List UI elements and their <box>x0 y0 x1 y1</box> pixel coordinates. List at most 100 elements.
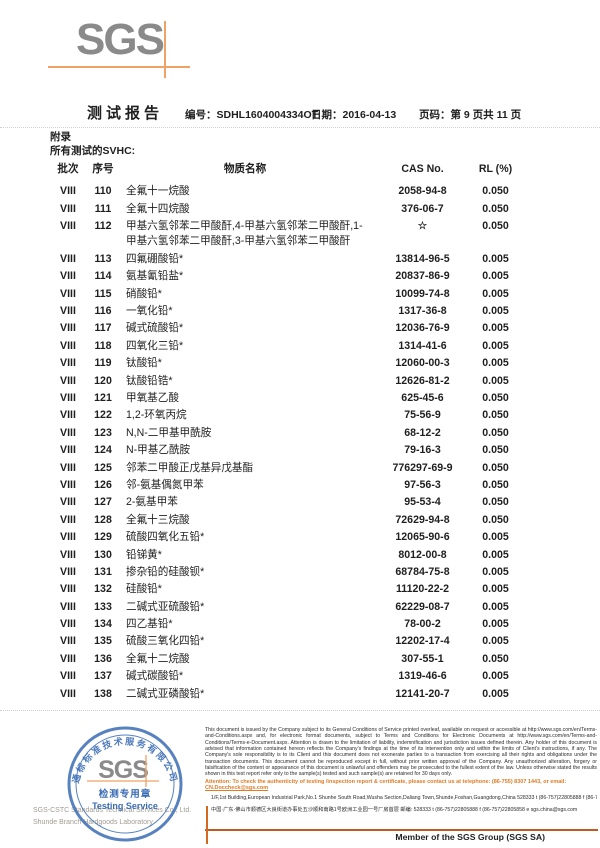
substance-name-cell: 全氟十三烷酸 <box>126 513 190 526</box>
serial-cell: 131 <box>94 565 112 578</box>
substance-name-cell: 全氟十四烷酸 <box>126 202 190 215</box>
table-row: VIII 117 碱式硫酸铅* 12036-76-9 0.005 <box>50 320 532 337</box>
substance-name-cell: 全氟十一烷酸 <box>126 185 190 198</box>
substance-name-cell: 全氟十二烷酸 <box>126 652 190 665</box>
table-row: VIII 133 二碱式亚硫酸铅* 62229-08-7 0.005 <box>50 599 532 616</box>
batch-cell: VIII <box>60 322 76 335</box>
cas-number-cell: 95-53-4 <box>404 496 441 509</box>
serial-cell: 125 <box>94 461 112 474</box>
batch-cell: VIII <box>60 670 76 683</box>
serial-cell: 117 <box>94 322 112 335</box>
substance-name-cell: 甲基六氢邻苯二甲酸酐,4-甲基六氢邻苯二甲酸酐,1-甲基六氢邻苯二甲酸酐,3-甲… <box>126 220 363 248</box>
serial-cell: 121 <box>94 391 112 404</box>
stamp-seal-text: 检测专用章 <box>99 788 152 800</box>
rl-value-cell: 0.050 <box>482 513 509 526</box>
substance-name-cell: N-甲基乙酰胺 <box>126 444 191 457</box>
col-header-substance: 物质名称 <box>223 163 267 176</box>
cas-number-cell: 376-06-7 <box>401 202 444 215</box>
serial-cell: 113 <box>94 252 112 265</box>
table-row: VIII 114 氨基氰铅盐* 20837-86-9 0.005 <box>50 268 532 285</box>
batch-cell: VIII <box>60 374 76 387</box>
serial-cell: 133 <box>94 600 112 613</box>
substance-name-cell: 邻-氨基偶氮甲苯 <box>126 478 204 491</box>
rl-value-cell: 0.050 <box>482 444 509 457</box>
serial-cell: 128 <box>94 513 112 526</box>
serial-cell: 136 <box>94 652 112 665</box>
serial-cell: 137 <box>94 670 112 683</box>
svhc-table: 批次 序号 物质名称 CAS No. RL (%) VIII 110 全氟十一烷… <box>50 161 532 703</box>
attention-text: Attention: To check the authenticity of … <box>205 778 567 785</box>
batch-cell: VIII <box>60 270 76 283</box>
footer-legal-block: This document is issued by the Company s… <box>205 727 597 815</box>
cas-number-cell: 20837-86-9 <box>395 270 450 283</box>
table-row: VIII 124 N-甲基乙酰胺 79-16-3 0.050 <box>50 442 532 459</box>
col-header-rl: RL (%) <box>478 163 513 176</box>
table-row: VIII 111 全氟十四烷酸 376-06-7 0.050 <box>50 201 532 218</box>
table-row: VIII 126 邻-氨基偶氮甲苯 97-56-3 0.050 <box>50 477 532 494</box>
cas-number-cell: 625-45-6 <box>401 391 444 404</box>
cas-number-cell: 12060-00-3 <box>395 357 450 370</box>
rl-value-cell: 0.005 <box>482 565 509 578</box>
report-date: 日期：2016-04-13 <box>311 107 396 122</box>
stamp-service-text: Testing Service <box>92 801 158 811</box>
appendix-heading: 附录 所有测试的SVHC: <box>50 130 135 158</box>
table-row: VIII 134 四乙基铅* 78-00-2 0.005 <box>50 616 532 633</box>
rl-value-cell: 0.005 <box>482 687 509 700</box>
table-row: VIII 118 四氧化三铅* 1314-41-6 0.005 <box>50 338 532 355</box>
footer-orange-vline <box>206 806 208 844</box>
stamp-inner-ring <box>75 734 175 834</box>
rl-value-cell: 0.005 <box>482 357 509 370</box>
cas-number-cell: 10099-74-8 <box>395 287 450 300</box>
report-number-value: SDHL1604004334OT <box>216 109 319 121</box>
rl-value-cell: 0.050 <box>482 202 509 215</box>
cas-number-cell: 12626-81-2 <box>395 374 450 387</box>
rl-value-cell: 0.050 <box>482 426 509 439</box>
cas-number-cell: 68-12-2 <box>404 426 441 439</box>
cas-number-cell: 12202-17-4 <box>395 635 450 648</box>
serial-cell: 115 <box>94 287 112 300</box>
report-number-label: 编号： <box>185 109 217 121</box>
rl-value-cell: 0.050 <box>482 461 509 474</box>
serial-cell: 124 <box>94 444 112 457</box>
cas-number-cell: 11120-22-2 <box>395 583 450 596</box>
batch-cell: VIII <box>60 635 76 648</box>
batch-cell: VIII <box>60 513 76 526</box>
table-row: VIII 121 甲氧基乙酸 625-45-6 0.050 <box>50 390 532 407</box>
serial-cell: 122 <box>94 409 112 422</box>
cas-number-cell: 12065-90-6 <box>395 531 450 544</box>
serial-cell: 118 <box>94 339 112 352</box>
company-name-block: SGS-CSTC Standards Technical Services Co… <box>33 805 213 829</box>
rl-value-cell: 0.005 <box>482 322 509 335</box>
rl-value-cell: 0.005 <box>482 531 509 544</box>
page-number: 页码：第 9 页共 11 页 <box>419 107 521 122</box>
table-row: VIII 138 二碱式亚磷酸铅* 12141-20-7 0.005 <box>50 686 532 703</box>
batch-cell: VIII <box>60 444 76 457</box>
doccheck-email: CN.Doccheck@sgs.com <box>205 785 269 792</box>
batch-cell: VIII <box>60 252 76 265</box>
batch-cell: VIII <box>60 548 76 561</box>
batch-cell: VIII <box>60 687 76 700</box>
batch-cell: VIII <box>60 618 76 631</box>
rl-value-cell: 0.005 <box>482 635 509 648</box>
testing-service-stamp: 通标标准技术服务有限公司 SGS 检测专用章 Testing Service <box>67 726 183 842</box>
substance-name-cell: 钛酸铅* <box>126 357 162 370</box>
sgs-member-line: Member of the SGS Group (SGS SA) <box>395 832 545 842</box>
cas-number-cell: 12141-20-7 <box>395 687 450 700</box>
attention-notice: Attention: To check the authenticity of … <box>205 779 597 792</box>
page-number-value: 第 9 页共 11 页 <box>450 109 522 121</box>
batch-cell: VIII <box>60 531 76 544</box>
table-row: VIII 122 1,2-环氧丙烷 75-56-9 0.050 <box>50 407 532 424</box>
substance-name-cell: 碱式碳酸铅* <box>126 670 184 683</box>
serial-cell: 111 <box>94 202 112 215</box>
table-row: VIII 128 全氟十三烷酸 72629-94-8 0.050 <box>50 512 532 529</box>
sgs-logo: SGS <box>76 15 165 64</box>
cas-number-cell: 2058-94-8 <box>398 185 447 198</box>
table-row: VIII 119 钛酸铅* 12060-00-3 0.005 <box>50 355 532 372</box>
cas-number-cell: 72629-94-8 <box>395 513 450 526</box>
batch-cell: VIII <box>60 409 76 422</box>
cas-number-cell: 1317-36-8 <box>398 305 447 318</box>
serial-cell: 114 <box>94 270 112 283</box>
footer-orange-hline <box>205 829 598 831</box>
substance-name-cell: 四氧化三铅* <box>126 339 184 352</box>
batch-cell: VIII <box>60 583 76 596</box>
